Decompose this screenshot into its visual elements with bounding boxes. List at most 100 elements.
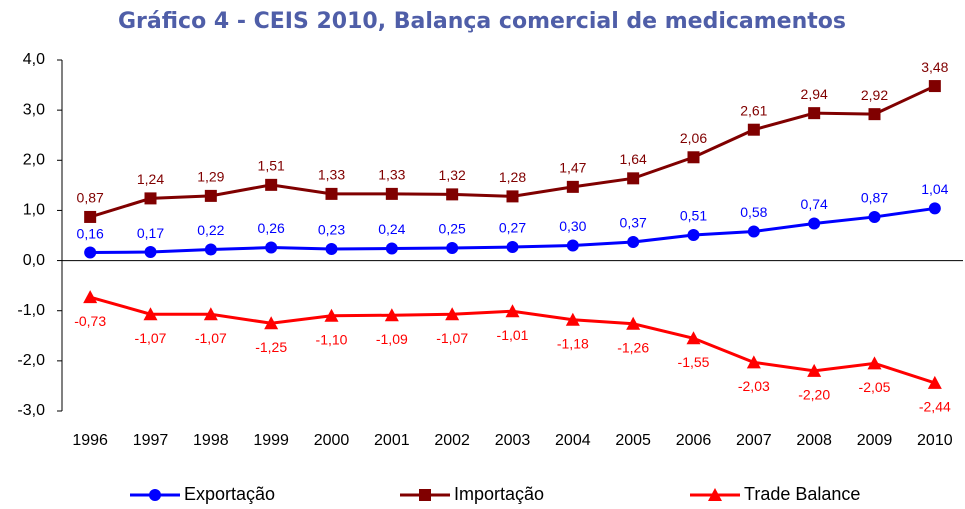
y-tick-label: 0,0 [23, 252, 45, 269]
x-tick-label: 2003 [495, 432, 531, 449]
x-tick-label: 2006 [676, 432, 712, 449]
x-tick-label: 1999 [253, 432, 289, 449]
data-point [83, 290, 98, 304]
y-tick-label: -3,0 [17, 402, 45, 419]
legend-marker [419, 489, 431, 501]
x-tick-label: 1998 [193, 432, 229, 449]
data-point [506, 190, 519, 203]
data-label: 0,25 [439, 221, 466, 237]
x-tick-label: 2009 [857, 432, 893, 449]
y-tick-label: 2,0 [23, 152, 45, 169]
data-label: 0,27 [499, 220, 526, 236]
data-label: 1,47 [559, 160, 586, 176]
data-label: 1,28 [499, 169, 526, 185]
data-label: 0,74 [801, 196, 828, 212]
data-point [627, 172, 640, 185]
data-point [84, 246, 97, 259]
data-point [384, 308, 399, 322]
data-point [808, 107, 821, 120]
data-label: 2,92 [861, 87, 888, 103]
x-tick-label: 2010 [917, 432, 953, 449]
data-label: 1,04 [921, 181, 948, 197]
x-tick-label: 2004 [555, 432, 591, 449]
data-point [687, 151, 700, 164]
data-point [747, 123, 760, 136]
data-label: 0,24 [378, 221, 405, 237]
x-tick-label: 2007 [736, 432, 772, 449]
data-label: -1,18 [557, 335, 589, 351]
legend-marker [149, 489, 161, 501]
data-label: 3,48 [921, 59, 948, 75]
data-label: 0,87 [861, 190, 888, 206]
data-point [446, 242, 459, 255]
data-label: 2,06 [680, 130, 707, 146]
legend-label: Exportação [184, 484, 275, 504]
data-point [84, 210, 97, 223]
data-point [927, 375, 942, 389]
data-point [627, 236, 640, 249]
x-tick-label: 2002 [434, 432, 470, 449]
x-tick-label: 1996 [72, 432, 108, 449]
data-point [204, 189, 217, 202]
data-point [385, 242, 398, 255]
data-point [747, 225, 760, 238]
data-point [325, 243, 338, 256]
data-label: -1,01 [497, 327, 529, 343]
data-label: 0,51 [680, 208, 707, 224]
data-point [928, 80, 941, 93]
data-label: -2,05 [859, 379, 891, 395]
data-label: 0,22 [197, 222, 224, 238]
data-label: -1,55 [678, 354, 710, 370]
data-label: -1,09 [376, 331, 408, 347]
data-point [565, 312, 580, 326]
y-tick-label: 1,0 [23, 202, 45, 219]
data-label: 0,17 [137, 225, 164, 241]
data-label: 0,30 [559, 218, 586, 234]
legend-label: Trade Balance [744, 484, 860, 504]
x-tick-label: 2000 [314, 432, 350, 449]
data-label: 2,94 [801, 86, 828, 102]
data-label: -1,10 [316, 331, 348, 347]
data-label: 1,32 [439, 167, 466, 183]
legend-marker [708, 488, 722, 501]
data-label: 1,29 [197, 169, 224, 185]
data-point [626, 316, 641, 330]
data-label: -1,07 [135, 330, 167, 346]
data-point [265, 241, 278, 254]
data-label: -2,44 [919, 399, 951, 415]
data-point [144, 246, 157, 259]
data-label: 0,87 [77, 190, 104, 206]
data-point [265, 178, 278, 191]
data-point [867, 356, 882, 370]
data-point [506, 241, 519, 254]
data-point [808, 217, 821, 230]
y-tick-label: -1,0 [17, 302, 45, 319]
data-label: -1,26 [617, 339, 649, 355]
data-label: -0,73 [74, 313, 106, 329]
data-label: 0,37 [620, 215, 647, 231]
data-point [204, 243, 217, 256]
data-label: -1,07 [195, 330, 227, 346]
data-point [868, 210, 881, 223]
data-label: 0,23 [318, 222, 345, 238]
y-tick-label: 4,0 [23, 51, 45, 68]
chart-title: Gráfico 4 - CEIS 2010, Balança comercial… [118, 9, 846, 34]
data-point [868, 108, 881, 121]
data-point [144, 192, 157, 205]
x-tick-label: 2008 [796, 432, 832, 449]
data-point [687, 228, 700, 241]
x-tick-label: 2005 [615, 432, 651, 449]
data-label: -2,20 [798, 387, 830, 403]
y-tick-label: 3,0 [23, 101, 45, 118]
data-point [505, 304, 520, 318]
data-point [566, 180, 579, 193]
data-point [445, 307, 460, 321]
data-point [203, 307, 218, 321]
data-point [143, 307, 158, 321]
x-tick-label: 2001 [374, 432, 410, 449]
data-label: 1,64 [620, 151, 647, 167]
data-label: 2,61 [740, 102, 767, 118]
data-point [385, 187, 398, 200]
data-point [686, 331, 701, 345]
